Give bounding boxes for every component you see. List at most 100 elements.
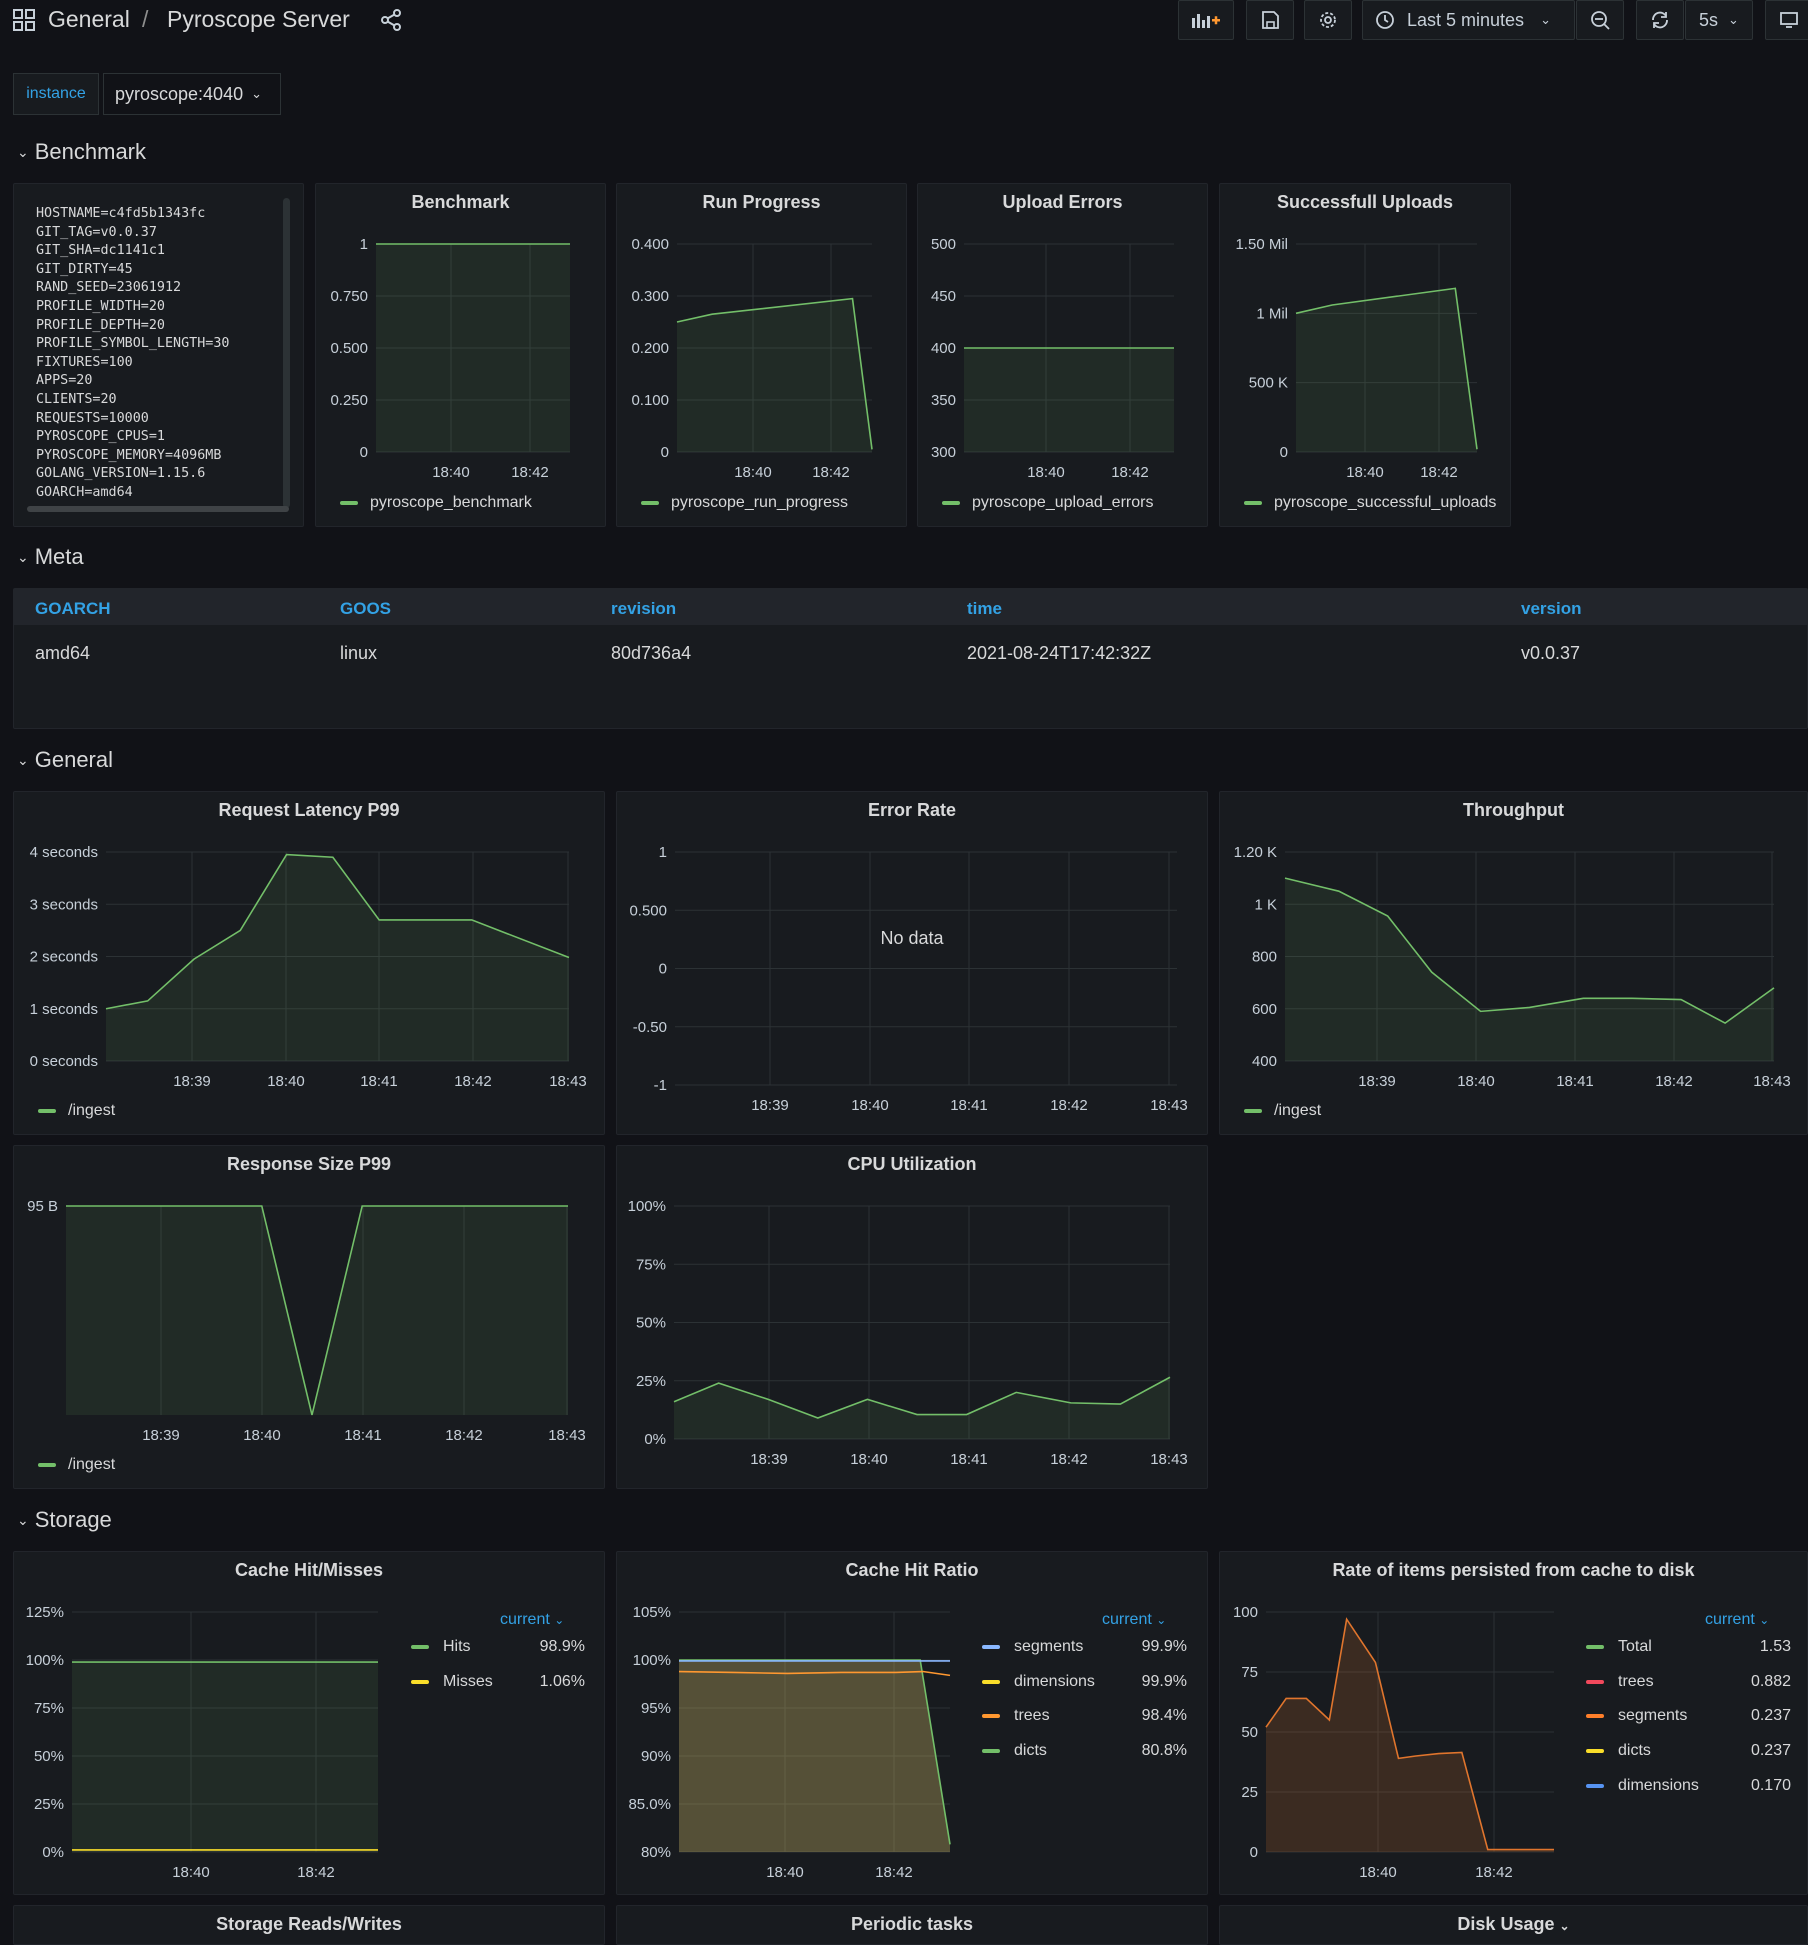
x-axis-tick-label: 18:42 [1050, 1451, 1088, 1468]
series-area [72, 1662, 378, 1852]
legend-current-value: 1.53 [1759, 1638, 1791, 1655]
y-axis-tick-label: 350 [931, 392, 956, 409]
panel-title: Rate of items persisted from cache to di… [1332, 1560, 1695, 1580]
time-range-label: Last 5 minutes [1407, 9, 1525, 30]
row-meta[interactable]: ⌄ Meta [17, 544, 84, 570]
apps-grid-icon[interactable] [13, 9, 35, 31]
time-range-picker[interactable]: Last 5 minutes ⌄ [1362, 0, 1575, 40]
horizontal-scrollbar[interactable] [27, 506, 289, 512]
persisted-items-chart: 100 75 50 25 0 18:40 18:42 [1233, 1604, 1554, 1881]
legend-item[interactable]: /ingest [38, 1102, 115, 1120]
legend-swatch [641, 501, 659, 505]
legend-current-value: 0.237 [1750, 1707, 1791, 1725]
column-header-goarch[interactable]: GOARCH [35, 599, 111, 618]
dashboard-title[interactable]: Pyroscope Server [167, 6, 350, 32]
legend-item[interactable]: pyroscope_successful_uploads [1244, 494, 1496, 512]
build-info-text: HOSTNAME=c4fd5b1343fc GIT_TAG=v0.0.37 GIT_… [36, 205, 229, 503]
legend-current-value: 99.9% [1141, 1672, 1187, 1690]
legend-item[interactable]: pyroscope_benchmark [340, 494, 532, 512]
legend-row[interactable]: trees 0.882 [1586, 1673, 1791, 1691]
column-header-time[interactable]: time [967, 599, 1002, 618]
y-axis-tick-label: 1 [360, 236, 368, 253]
legend-row[interactable]: segments 0.237 [1586, 1707, 1791, 1725]
legend-sort-label: current [1102, 1611, 1152, 1628]
panel-title: Request Latency P99 [218, 800, 400, 820]
save-dashboard-button[interactable] [1246, 0, 1294, 40]
legend-row[interactable]: Misses 1.06% [411, 1673, 585, 1691]
y-axis-tick-label: 0% [42, 1844, 64, 1861]
panel-title: Throughput [1463, 800, 1564, 820]
row-benchmark[interactable]: ⌄ Benchmark [17, 139, 146, 165]
column-header-goos[interactable]: GOOS [340, 599, 392, 618]
refresh-button[interactable] [1636, 0, 1684, 40]
y-axis-tick-label: 1 K [1254, 896, 1277, 913]
y-axis-tick-label: 4 seconds [30, 844, 98, 861]
refresh-interval-picker[interactable]: 5s ⌄ [1685, 0, 1753, 40]
zoom-out-button[interactable] [1576, 0, 1624, 40]
add-panel-icon [1192, 14, 1220, 28]
instance-variable-select[interactable]: pyroscope:4040 ⌄ [103, 73, 281, 115]
legend-item[interactable]: /ingest [1244, 1102, 1321, 1120]
x-axis-tick-label: 18:40 [1457, 1073, 1495, 1090]
row-general[interactable]: ⌄ General [17, 747, 113, 773]
series-area [1285, 878, 1774, 1061]
variable-label: instance [13, 73, 99, 115]
row-meta-title: Meta [34, 544, 84, 569]
legend-item[interactable]: pyroscope_upload_errors [942, 494, 1153, 512]
legend-row[interactable]: dicts 80.8% [982, 1742, 1187, 1760]
legend-item[interactable]: /ingest [38, 1456, 115, 1474]
x-axis-tick-label: 18:42 [1420, 464, 1458, 481]
x-axis-tick-label: 18:42 [445, 1427, 483, 1444]
y-axis-tick-label: 1 seconds [30, 1001, 98, 1018]
vertical-scrollbar[interactable] [283, 198, 290, 508]
legend-row[interactable]: Total 1.53 [1586, 1638, 1791, 1656]
response-size-panel: Response Size P99 95 B 18:39 18:40 18:41 18:… [13, 1145, 605, 1489]
legend-sort-current[interactable]: current ⌄ [1102, 1611, 1166, 1629]
legend-swatch [38, 1109, 56, 1113]
x-axis-tick-label: 18:42 [1655, 1073, 1693, 1090]
panel-title: Error Rate [867, 800, 957, 820]
y-axis-tick-label: 3 seconds [30, 896, 98, 913]
legend-current-value: 98.4% [1141, 1707, 1187, 1725]
legend-table: Hits 98.9% Misses 1.06% [411, 1638, 585, 1718]
legend-series-name: Misses [443, 1672, 493, 1690]
legend-current-value: 0.882 [1750, 1672, 1791, 1690]
legend-row[interactable]: Hits 98.9% [411, 1638, 585, 1656]
breadcrumb-separator: / [142, 6, 149, 32]
dashboard-settings-button[interactable] [1304, 0, 1352, 40]
x-axis-tick-label: 18:43 [1150, 1097, 1188, 1114]
y-axis-tick-label: 500 [931, 236, 956, 253]
x-axis-tick-label: 18:41 [1556, 1073, 1594, 1090]
tv-mode-button[interactable] [1765, 0, 1808, 40]
legend-sort-current[interactable]: current ⌄ [1705, 1611, 1769, 1629]
cache-hit-ratio-chart: 105% 100% 95% 90% 85.0% 80% 18:40 18:42 [628, 1604, 951, 1881]
x-axis-tick-label: 18:42 [812, 464, 850, 481]
legend-row[interactable]: dicts 0.237 [1586, 1742, 1791, 1760]
share-icon[interactable] [380, 9, 402, 31]
add-panel-button[interactable] [1178, 0, 1234, 40]
breadcrumb-folder[interactable]: General [48, 6, 130, 32]
legend-row[interactable]: segments 99.9% [982, 1638, 1187, 1656]
column-header-version[interactable]: version [1521, 599, 1582, 618]
legend-row[interactable]: dimensions 0.170 [1586, 1777, 1791, 1795]
build-info-line: APPS=20 [36, 373, 93, 389]
x-axis-tick-label: 18:40 [267, 1073, 305, 1090]
legend-row[interactable]: dimensions 99.9% [982, 1673, 1187, 1691]
row-storage[interactable]: ⌄ Storage [17, 1507, 112, 1533]
y-axis-tick-label: 0.750 [330, 288, 368, 305]
legend-series-name: dimensions [1618, 1776, 1699, 1794]
x-axis-tick-label: 18:42 [1111, 464, 1149, 481]
build-info-line: GIT_DIRTY=45 [36, 261, 133, 277]
legend-sort-current[interactable]: current ⌄ [500, 1611, 564, 1629]
series-area [66, 1206, 568, 1415]
panel-title-text: Disk Usage [1457, 1914, 1555, 1934]
column-header-revision[interactable]: revision [611, 599, 677, 618]
series-line [676, 297, 873, 450]
legend-item[interactable]: pyroscope_run_progress [641, 494, 848, 512]
legend-row[interactable]: trees 98.4% [982, 1707, 1187, 1725]
y-axis-tick-label: 0 [360, 444, 368, 461]
legend-label: /ingest [68, 1102, 116, 1119]
table-cell-goarch: amd64 [35, 643, 91, 663]
row-benchmark-title: Benchmark [34, 139, 147, 164]
